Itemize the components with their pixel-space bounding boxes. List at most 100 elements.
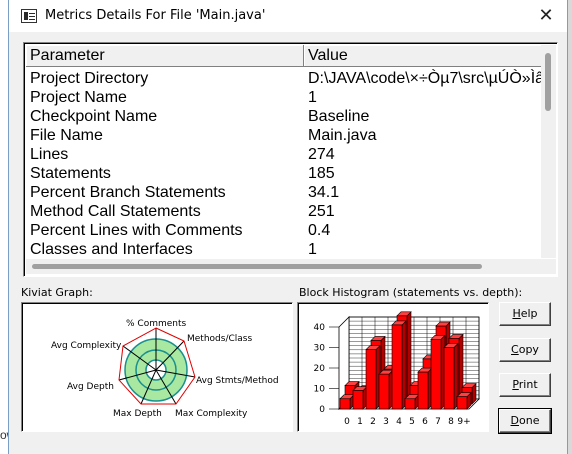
histogram-panel: 0 10 20 30 40 0 1 2 3 4 5 6 7 8 9+ — [297, 302, 489, 432]
parameter-cell: Statements — [30, 165, 111, 182]
kiviat-axis-label: Avg Complexity — [51, 341, 122, 351]
histogram-bar — [430, 338, 442, 410]
parameter-cell: Checkpoint Name — [30, 108, 158, 125]
histogram-y-tick-label: 20 — [314, 364, 326, 374]
histogram-bar — [404, 398, 416, 410]
title-bar[interactable]: Metrics Details For File 'Main.java' ✕ — [9, 0, 567, 32]
table-row[interactable]: Statements 185 — [26, 164, 542, 183]
value-cell: 0.4 — [308, 222, 331, 239]
list-rows: Project Directory D:\JAVA\code\×÷Òµ7\src\… — [26, 69, 542, 259]
copy-label: opy — [518, 343, 539, 356]
table-row[interactable]: Project Directory D:\JAVA\code\×÷Òµ7\src\… — [26, 69, 542, 88]
value-cell: 1 — [308, 89, 317, 106]
scrollbar-corner — [541, 259, 556, 274]
table-row[interactable]: Percent Branch Statements 34.1 — [26, 183, 542, 202]
copy-accel: C — [511, 343, 519, 356]
histogram-y-tick-label: 40 — [314, 323, 326, 333]
metrics-list[interactable]: Parameter Value Project Directory D:\JAVA… — [23, 42, 558, 277]
table-row[interactable]: Classes and Interfaces 1 — [26, 240, 542, 259]
kiviat-axis-label: Avg Depth — [67, 382, 114, 392]
column-header-value[interactable]: Value — [304, 45, 542, 67]
histogram-bar — [378, 373, 390, 410]
value-cell: Baseline — [308, 108, 370, 125]
histogram-y-tick-label: 0 — [319, 405, 325, 415]
value-cell: 251 — [308, 203, 335, 220]
background-window-edge — [0, 0, 8, 454]
table-row[interactable]: Project Name 1 — [26, 88, 542, 107]
parameter-cell: Percent Lines with Comments — [30, 222, 243, 239]
histogram-bar — [443, 347, 455, 410]
kiviat-graph: % Comments Methods/Class Avg Stmts/Metho… — [51, 319, 279, 419]
done-accel: D — [510, 414, 519, 427]
histogram-x-tick-label: 4 — [396, 417, 402, 427]
parameter-cell: Classes and Interfaces — [30, 241, 193, 258]
print-button[interactable]: Print — [499, 373, 551, 397]
parameter-cell: Percent Branch Statements — [30, 184, 226, 201]
vertical-scroll-thumb[interactable] — [545, 53, 551, 111]
histogram-bar — [352, 390, 364, 410]
value-cell: D:\JAVA\code\×÷Òµ7\src\µÚÒ»Ìâ — [308, 70, 542, 87]
parameter-cell: Method Call Statements — [30, 203, 201, 220]
histogram-x-tick-label: 8 — [448, 417, 454, 427]
kiviat-axis-label: % Comments — [126, 319, 187, 329]
histogram-x-tick-label: 5 — [409, 417, 415, 427]
histogram-bar — [365, 349, 377, 410]
histogram-y-tick-label: 30 — [314, 344, 326, 354]
background-window-edge-right — [564, 0, 572, 454]
histogram-x-tick-label: 6 — [422, 417, 428, 427]
histogram-x-tick-label: 7 — [435, 417, 441, 427]
histogram-bar-side — [401, 320, 407, 410]
kiviat-panel: % Comments Methods/Class Avg Stmts/Metho… — [21, 302, 293, 432]
histogram-label: Block Histogram (statements vs. depth): — [299, 286, 523, 299]
kiviat-axis-label: Methods/Class — [187, 334, 252, 344]
histogram-bar — [456, 396, 468, 410]
histogram-x-tick-label: 9+ — [457, 417, 470, 427]
table-row[interactable]: Method Call Statements 251 — [26, 202, 542, 221]
parameter-cell: Project Name — [30, 89, 127, 106]
kiviat-spoke — [140, 369, 157, 405]
kiviat-axis-label: Max Depth — [113, 409, 162, 419]
horizontal-scroll-thumb[interactable] — [32, 264, 482, 269]
help-label: elp — [520, 307, 538, 320]
app-icon — [21, 9, 37, 23]
histogram-x-tick-label: 0 — [344, 417, 350, 427]
value-cell: 274 — [308, 146, 335, 163]
help-button[interactable]: Help — [499, 302, 551, 326]
close-button[interactable]: ✕ — [538, 5, 554, 25]
horizontal-scrollbar[interactable] — [26, 259, 542, 274]
help-accel: H — [512, 307, 521, 320]
kiviat-spoke — [155, 369, 196, 378]
parameter-cell: Project Directory — [30, 70, 149, 87]
histogram-bar — [339, 398, 351, 410]
column-header-parameter[interactable]: Parameter — [26, 45, 304, 67]
list-header: Parameter Value — [26, 45, 542, 67]
print-label: rint — [518, 378, 538, 391]
vertical-scrollbar[interactable] — [541, 45, 556, 258]
table-row[interactable]: Checkpoint Name Baseline — [26, 107, 542, 126]
kiviat-spoke — [118, 369, 157, 381]
value-cell: 185 — [308, 165, 335, 182]
value-cell: 1 — [308, 241, 317, 258]
print-accel: P — [512, 378, 519, 391]
metrics-dialog: Metrics Details For File 'Main.java' ✕ P… — [8, 0, 568, 454]
table-row[interactable]: File Name Main.java — [26, 126, 542, 145]
histogram-bar — [391, 324, 403, 410]
value-cell: 34.1 — [308, 184, 340, 201]
histogram-x-tick-label: 2 — [370, 417, 376, 427]
kiviat-axis-label: Avg Stmts/Method — [196, 376, 279, 386]
done-label: one — [519, 414, 540, 427]
table-row[interactable]: Lines 274 — [26, 145, 542, 164]
kiviat-value-polygon — [118, 327, 196, 405]
parameter-cell: Lines — [30, 146, 69, 163]
histogram-y-tick-label: 10 — [314, 385, 326, 395]
table-row[interactable]: Percent Lines with Comments 0.4 — [26, 221, 542, 240]
kiviat-spoke — [122, 345, 157, 371]
parameter-cell: File Name — [30, 127, 103, 144]
copy-button[interactable]: Copy — [499, 338, 551, 362]
done-button[interactable]: Done — [498, 408, 552, 434]
kiviat-axis-label: Max Complexity — [175, 409, 248, 419]
window-title: Metrics Details For File 'Main.java' — [45, 8, 266, 23]
kiviat-spokes — [118, 328, 196, 405]
kiviat-spoke — [155, 340, 185, 371]
